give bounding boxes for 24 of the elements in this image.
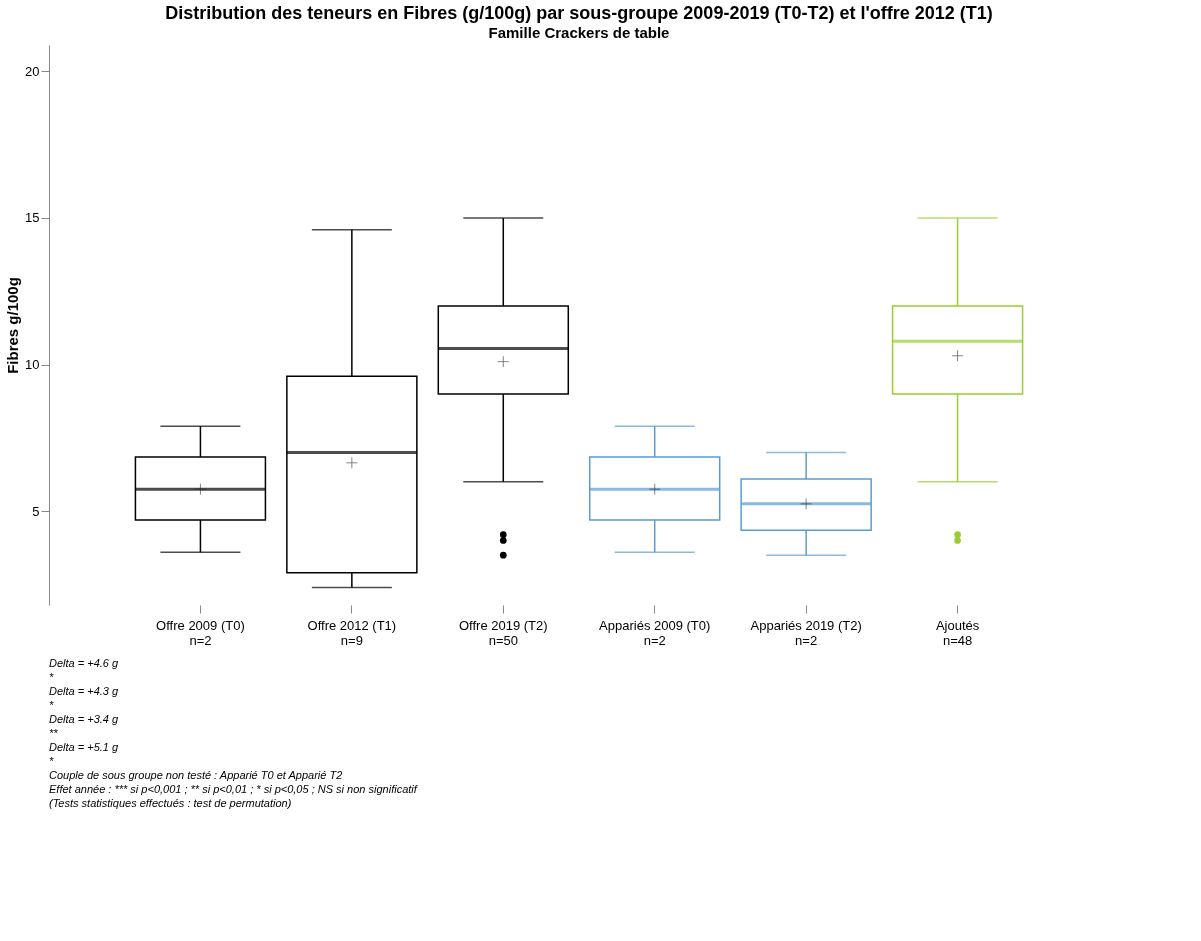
y-axis-title: Fibres g/100g [4,277,22,374]
x-tick-label: Ajoutés n=48 [935,617,980,648]
x-tick-label: Offre 2012 (T1) n=9 [307,617,397,648]
x-tick-label: Offre 2019 (T2) n=50 [458,617,548,648]
text: Effet année : *** si p<0,001 ; ** si p<0,01 ; * si p<0,05 ; NS si non significatif [49,783,418,795]
y-tick-label: 5 [32,503,40,519]
x-tick-label: Appariés 2019 (T2) n=2 [750,617,862,648]
y-tick-label: 15 [25,210,40,226]
x-tick-label: Appariés 2009 (T0) n=2 [599,617,711,648]
text: Delta = +3.4 g [49,713,119,725]
y-tick-label: 20 [25,63,40,79]
chart-subtitle: Famille Crackers de table [488,24,670,41]
text: * [49,699,54,711]
x-tick-label: Offre 2009 (T0) n=2 [156,617,245,648]
text: Couple de sous groupe non testé : Apparié T0 et Apparié T2 [49,769,343,781]
text: Delta = +5.1 g [49,741,119,753]
text: Delta = +4.3 g [49,685,119,697]
y-tick-label: 10 [25,357,40,373]
text: * [49,755,54,767]
chart-title: Distribution des teneurs en Fibres (g/100g) par sous-groupe 2009-2019 (T0-T2) et l'offre 2012 (T1) [165,3,993,23]
text: (Tests statistiques effectués : test de permutation) [49,797,292,809]
text: * [49,671,54,683]
text: Delta = +4.6 g [49,657,119,669]
text: ** [49,727,59,739]
